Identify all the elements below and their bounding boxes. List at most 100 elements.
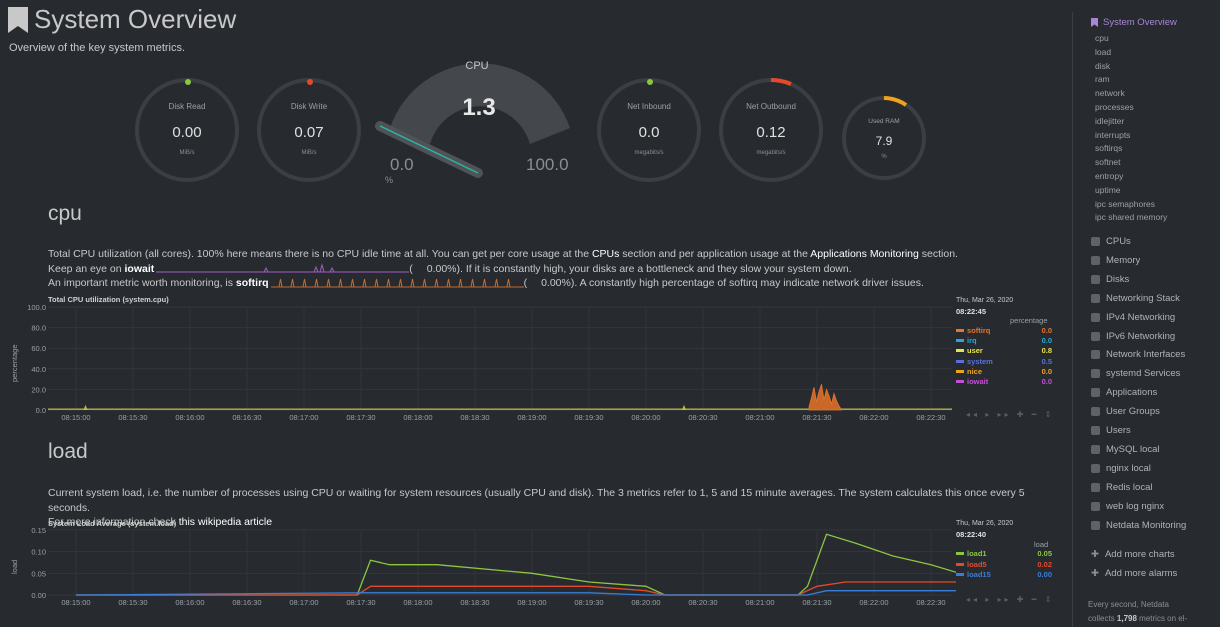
cpu-xtick: 08:22:30 (916, 413, 945, 422)
add-more-alarms-button[interactable]: ✚ Add more alarms (1091, 568, 1177, 579)
sidebar-item-memory[interactable]: Memory (1091, 255, 1140, 266)
sidebar-item-nginx-local[interactable]: nginx local (1091, 463, 1151, 474)
cpu-chart-plot[interactable]: 100.0 80.0 60.0 40.0 20.0 0.0 08:15:00 08:15:30… (0, 300, 956, 430)
legend-value: 0.00 (1037, 570, 1052, 579)
legend-item-nice[interactable]: nice 0.0 (956, 367, 1052, 376)
cpu-xtick: 08:19:00 (517, 413, 546, 422)
sidebar-item-cpus[interactable]: CPUs (1091, 236, 1131, 247)
cpu-legend-date: Thu, Mar 26, 2020 (956, 297, 1014, 304)
sidebar-subitem-entropy[interactable]: entropy (1095, 171, 1124, 181)
cpu-ytick: 20.0 (31, 385, 46, 394)
section-icon (1091, 388, 1100, 398)
gauge-disk-read: Disk Read 0.00 MiB/s (135, 78, 239, 182)
load-xtick: 08:20:00 (631, 598, 660, 607)
sidebar-subitem-softnet[interactable]: softnet (1095, 157, 1121, 168)
link-applications-monitoring[interactable]: Applications Monitoring (810, 248, 919, 260)
sidebar-subitem-uptime[interactable]: uptime (1095, 184, 1121, 195)
legend-item-load5[interactable]: load5 0.02 (956, 560, 1052, 569)
cpu-xtick: 08:16:00 (175, 413, 204, 422)
gauge-net-outbound: Net Outbound 0.12 megabits/s (719, 78, 823, 182)
gauge-disk-write: Disk Write 0.07 MiB/s (257, 78, 361, 182)
cpu-gauge: CPU 1.3 0.0 100.0 % (372, 60, 582, 190)
load-xtick: 08:16:30 (232, 598, 261, 607)
sidebar-subitem-network[interactable]: network (1095, 88, 1125, 99)
sidebar-subitem-load[interactable]: load (1095, 46, 1112, 57)
legend-value: 0.05 (1037, 549, 1052, 558)
sidebar-item-applications[interactable]: Applications (1091, 387, 1157, 398)
sidebar-item-system-overview[interactable]: System Overview (1091, 17, 1177, 28)
sidebar-subitem-ipc-semaphores[interactable]: ipc semaphores (1095, 198, 1156, 209)
sidebar-subitem-processes[interactable]: processes (1095, 102, 1134, 112)
softirq-sparkline (270, 278, 524, 288)
sidebar-subitem-interrupts[interactable]: interrupts (1095, 129, 1131, 140)
section-icon (1091, 255, 1100, 265)
sidebar-item-user-groups[interactable]: User Groups (1091, 406, 1160, 417)
sidebar-item-disks[interactable]: Disks (1091, 274, 1129, 285)
load-chart-controls[interactable]: ◂◂ ▸ ▸▸ ✚ ━ ⇕ (966, 595, 1055, 604)
legend-name: load1 (967, 549, 987, 558)
link-wikipedia[interactable]: this wikipedia article (178, 516, 273, 528)
footer-line1: Every second, Netdata (1088, 600, 1169, 609)
cpu-xtick: 08:19:30 (574, 413, 603, 422)
legend-swatch (956, 573, 964, 576)
gauge-label: Net Inbound (627, 102, 671, 111)
sidebar-item-networking-stack[interactable]: Networking Stack (1091, 293, 1180, 304)
load-xtick: 08:19:30 (574, 598, 603, 607)
load-ytick: 0.05 (31, 569, 46, 578)
legend-swatch (956, 329, 964, 332)
sidebar-subitem-disk[interactable]: disk (1095, 60, 1111, 71)
sidebar-subitem-ipc-shared-memory[interactable]: ipc shared memory (1095, 212, 1168, 223)
cpu-chart-title: Total CPU utilization (system.cpu) (48, 295, 169, 304)
legend-item-load1[interactable]: load1 0.05 (956, 549, 1052, 558)
legend-name: user (967, 346, 983, 356)
load-chart-plot[interactable]: 0.15 0.10 0.05 0.00 08:15:00 08:15:30 08:16:00… (0, 522, 960, 612)
sidebar-subitem-softirqs[interactable]: softirqs (1095, 143, 1123, 154)
gauge-arc (770, 78, 792, 86)
legend-item-user[interactable]: user 0.8 (956, 346, 1052, 355)
bookmark-icon (8, 6, 28, 33)
sidebar-item-mysql-local[interactable]: MySQL local (1091, 444, 1160, 455)
sidebar-item-systemd-services[interactable]: systemd Services (1091, 368, 1180, 379)
sidebar-item-network-interfaces[interactable]: Network Interfaces (1091, 349, 1185, 360)
text: For more information check (48, 516, 179, 528)
sidebar-item-users[interactable]: Users (1091, 425, 1131, 436)
sidebar-subitem-cpu[interactable]: cpu (1095, 33, 1109, 43)
legend-item-iowait[interactable]: iowait 0.0 (956, 377, 1052, 386)
cpu-chart-controls[interactable]: ◂◂ ▸ ▸▸ ✚ ━ ⇕ (966, 410, 1055, 419)
load-legend-time: 08:22:40 (956, 530, 987, 539)
section-icon (1091, 274, 1100, 284)
sidebar-footer: Every second, Netdata collects 1,798 met… (1088, 598, 1187, 626)
legend-value: 0.02 (1037, 559, 1052, 569)
cpu-xtick: 08:20:00 (631, 413, 660, 422)
sidebar-item-ipv6-networking[interactable]: IPv6 Networking (1091, 331, 1175, 342)
sidebar-subitem-idlejitter[interactable]: idlejitter (1095, 115, 1125, 126)
sidebar-item-label: IPv6 Networking (1106, 330, 1176, 342)
gauge-indicator (647, 79, 653, 85)
sidebar-item-label: systemd Services (1106, 368, 1181, 380)
legend-item-softirq[interactable]: softirq 0.0 (956, 326, 1052, 335)
load-xtick: 08:22:00 (859, 598, 888, 607)
sidebar-item-ipv4-networking[interactable]: IPv4 Networking (1091, 312, 1175, 323)
text: section and per application usage at the (619, 248, 811, 260)
load-description: Current system load, i.e. the number of … (48, 486, 1058, 530)
gauge-arc (883, 96, 908, 107)
link-cpus[interactable]: CPUs (591, 248, 620, 260)
cpu-xtick: 08:22:00 (859, 413, 888, 422)
text: An important metric worth monitoring, is (48, 277, 236, 289)
plus-icon: ✚ (1091, 549, 1099, 560)
add-more-charts-button[interactable]: ✚ Add more charts (1091, 549, 1175, 560)
sidebar-item-web-log-nginx[interactable]: web log nginx (1091, 501, 1164, 512)
legend-item-load15[interactable]: load15 0.00 (956, 570, 1052, 579)
legend-name: load15 (967, 570, 991, 579)
section-icon (1091, 293, 1100, 303)
cpu-ytick: 40.0 (31, 365, 46, 374)
cpu-legend-time: 08:22:45 (956, 307, 987, 316)
sidebar-item-netdata-monitoring[interactable]: Netdata Monitoring (1091, 520, 1186, 531)
text: Total CPU utilization (all cores). 100% … (48, 248, 592, 260)
legend-item-irq[interactable]: irq 0.0 (956, 336, 1052, 345)
sidebar-item-redis-local[interactable]: Redis local (1091, 482, 1152, 493)
gauge-unit: megabits/s (756, 150, 786, 156)
load-legend-date: Thu, Mar 26, 2020 (956, 520, 1014, 527)
sidebar-subitem-ram[interactable]: ram (1095, 74, 1110, 85)
legend-item-system[interactable]: system 0.5 (956, 357, 1052, 366)
